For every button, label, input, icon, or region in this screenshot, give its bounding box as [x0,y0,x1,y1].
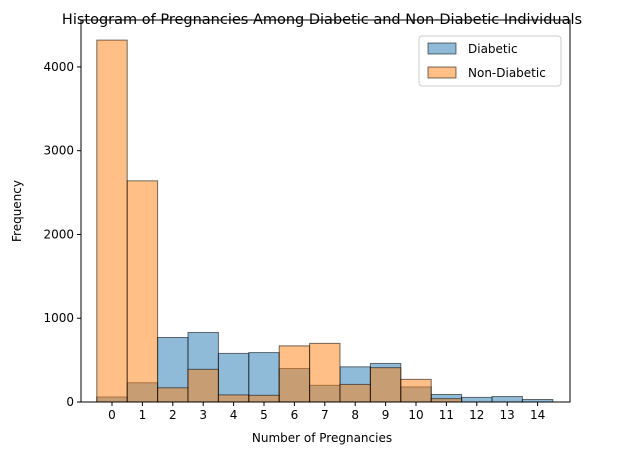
x-tick-label: 13 [500,408,515,422]
bar [126,180,159,403]
x-tick-label: 1 [139,408,147,422]
x-tick-label: 9 [382,408,390,422]
x-tick-label: 6 [291,408,299,422]
bar [400,378,432,403]
legend: Diabetic Non-Diabetic [418,35,562,87]
bar [187,368,219,403]
bars-layer [96,39,554,403]
x-tick-label: 2 [169,408,177,422]
legend-label: Non-Diabetic [468,66,546,80]
bar [248,352,280,403]
legend-label: Diabetic [468,42,518,56]
bar [309,342,341,403]
y-tick-label: 1000 [43,311,74,325]
y-tick-label: 0 [66,395,74,409]
legend-swatch [427,66,457,79]
x-tick-label: 7 [321,408,329,422]
bar [430,398,463,403]
bar [96,39,128,403]
bar [461,396,493,403]
x-tick-label: 12 [469,408,484,422]
bar [491,396,523,403]
x-tick-label: 4 [230,408,238,422]
bar [157,387,189,403]
y-tick-label: 3000 [43,144,74,158]
x-tick-label: 5 [260,408,268,422]
y-tick-label: 2000 [43,227,74,241]
x-tick-label: 3 [199,408,207,422]
bar [217,394,250,403]
bar [339,383,371,403]
x-tick-label: 0 [108,408,116,422]
bar [248,394,280,403]
y-axis-label: Frequency [10,180,24,242]
series-non-diabetic [96,39,463,403]
x-tick-label: 14 [530,408,545,422]
x-tick-label: 8 [351,408,359,422]
x-tick-label: 10 [408,408,423,422]
x-tick-label: 11 [439,408,454,422]
y-tick-label: 4000 [43,60,74,74]
plot-frame [80,19,571,403]
bar [369,367,402,403]
legend-swatch [427,42,457,55]
x-axis-label: Number of Pregnancies [252,431,392,445]
bar [278,345,311,403]
